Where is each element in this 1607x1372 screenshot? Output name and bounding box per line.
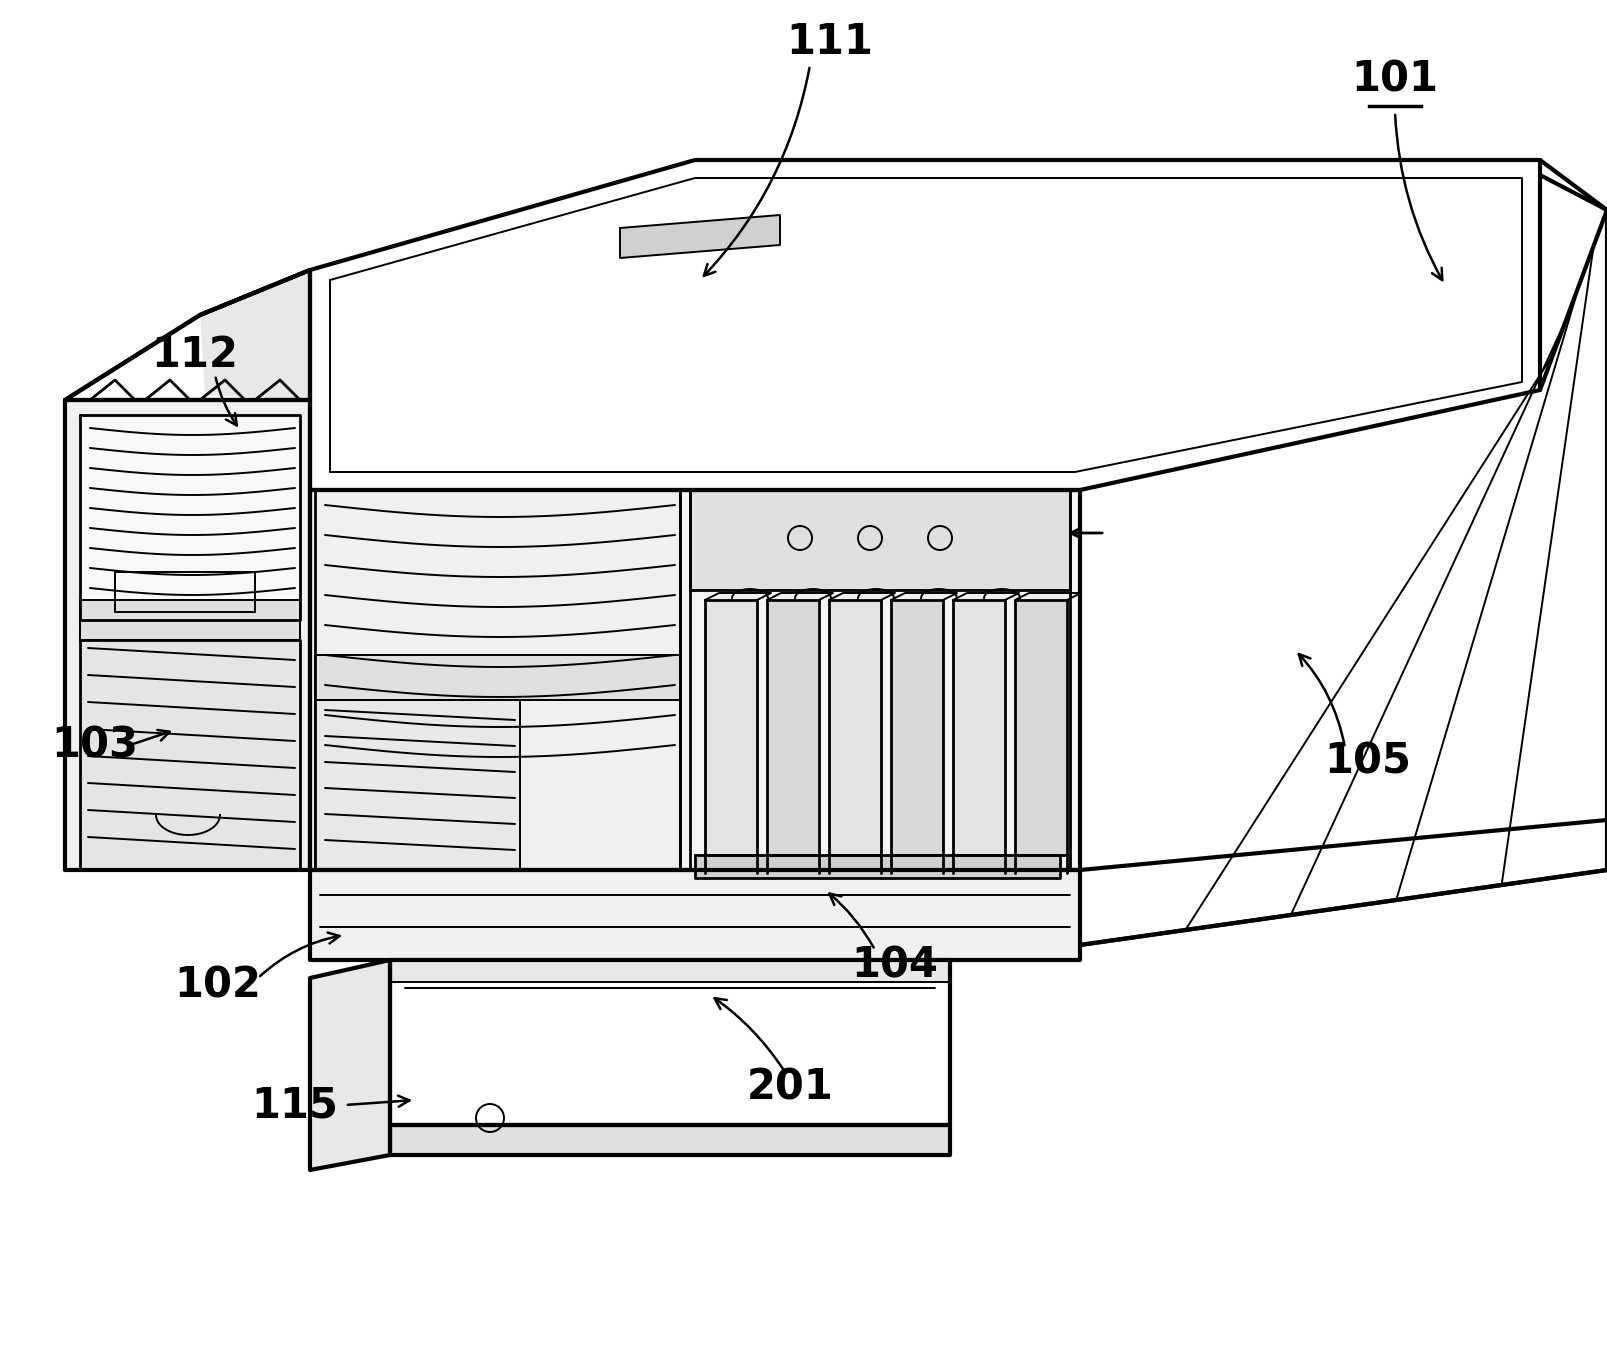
Polygon shape [391,960,950,982]
Polygon shape [890,593,958,600]
Polygon shape [310,870,1080,960]
Polygon shape [199,270,310,401]
Polygon shape [1016,593,1082,600]
Polygon shape [689,490,1070,870]
Text: 102: 102 [175,965,262,1006]
Polygon shape [767,600,820,855]
Polygon shape [310,490,1080,870]
Text: 101: 101 [1351,59,1438,102]
Polygon shape [310,960,391,1170]
Polygon shape [767,593,832,600]
Text: 115: 115 [252,1084,339,1126]
Polygon shape [705,600,757,855]
Polygon shape [391,1125,950,1155]
Polygon shape [80,639,301,870]
Text: 105: 105 [1324,741,1411,783]
Polygon shape [705,593,771,600]
Polygon shape [80,414,301,620]
Polygon shape [890,600,943,855]
Polygon shape [689,490,1070,590]
Text: 201: 201 [747,1067,834,1109]
Polygon shape [64,270,310,401]
Polygon shape [1016,600,1067,855]
Polygon shape [1080,176,1607,945]
Polygon shape [694,855,1061,878]
Text: 111: 111 [786,21,874,63]
Polygon shape [391,960,950,1125]
Text: 104: 104 [852,944,938,986]
Polygon shape [620,215,779,258]
Polygon shape [315,700,521,870]
Polygon shape [310,161,1540,490]
Text: 103: 103 [51,724,138,766]
Polygon shape [64,401,310,870]
Text: 112: 112 [151,333,238,376]
Polygon shape [953,593,1019,600]
Polygon shape [315,654,680,700]
Polygon shape [315,490,680,870]
Polygon shape [80,600,301,639]
Polygon shape [829,600,881,855]
Polygon shape [829,593,895,600]
Polygon shape [953,600,1004,855]
